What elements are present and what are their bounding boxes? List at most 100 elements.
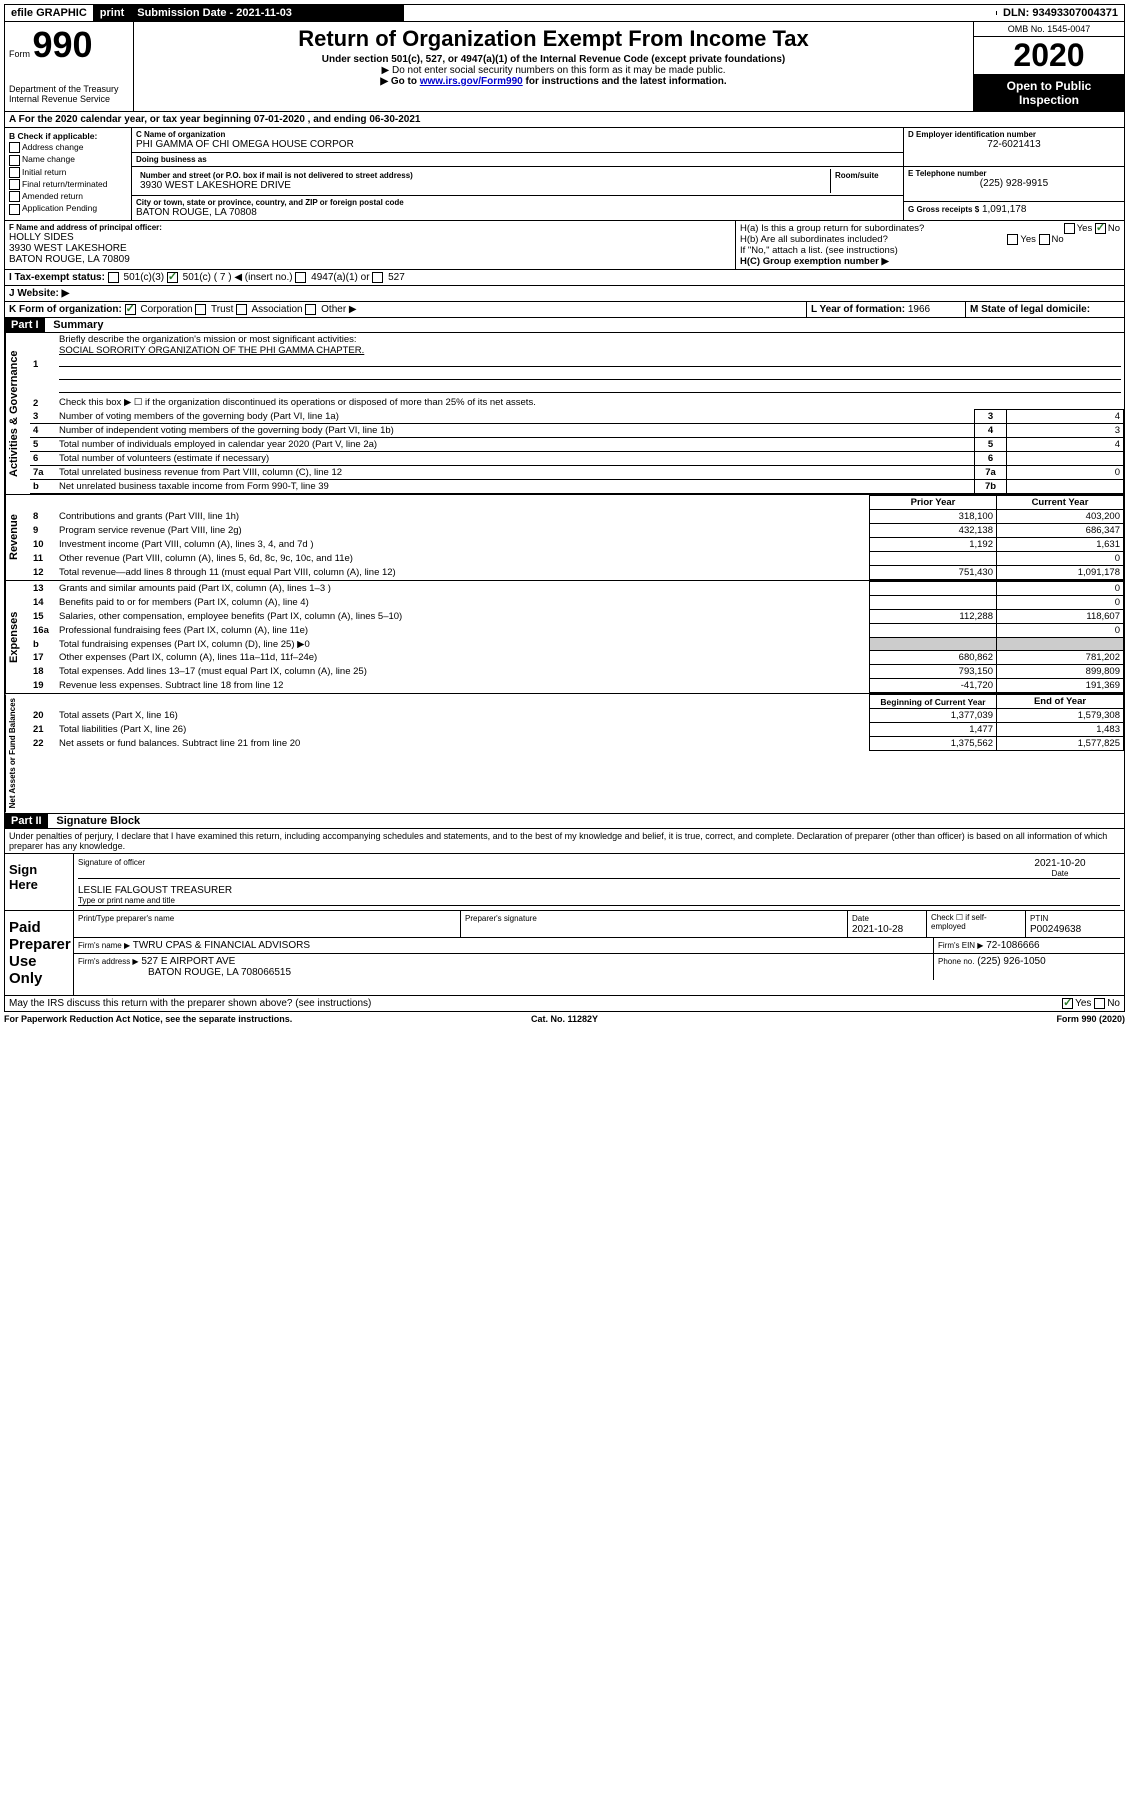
discuss-row: May the IRS discuss this return with the… bbox=[4, 996, 1125, 1012]
firm-name-label: Firm's name ▶ bbox=[78, 941, 130, 950]
exp-16a: 16aProfessional fundraising fees (Part I… bbox=[30, 624, 1124, 638]
klm-row: K Form of organization: Corporation Trus… bbox=[4, 302, 1125, 318]
header-left: Form 990 Department of the Treasury Inte… bbox=[5, 22, 134, 111]
irs-link[interactable]: www.irs.gov/Form990 bbox=[420, 76, 523, 87]
dba-cell: Doing business as bbox=[132, 153, 903, 167]
ij-row: I Tax-exempt status: 501(c)(3) 501(c) ( … bbox=[4, 270, 1125, 286]
l-val: 1966 bbox=[908, 304, 930, 315]
tax-year: 2020 bbox=[974, 37, 1124, 75]
header-mid: Return of Organization Exempt From Incom… bbox=[134, 22, 973, 111]
main-info: B Check if applicable: Address change Na… bbox=[4, 128, 1125, 221]
hb-no-chk[interactable] bbox=[1039, 234, 1050, 245]
k-assoc-chk[interactable] bbox=[236, 304, 247, 315]
net-20: 20Total assets (Part X, line 16)1,377,03… bbox=[30, 709, 1124, 723]
chk-amended[interactable]: Amended return bbox=[9, 191, 127, 202]
f-label: F Name and address of principal officer: bbox=[9, 223, 731, 232]
gov-table: 1 Briefly describe the organization's mi… bbox=[30, 333, 1124, 494]
k-trust-chk[interactable] bbox=[195, 304, 206, 315]
ha-row: H(a) Is this a group return for subordin… bbox=[740, 223, 1120, 234]
sign-right: Signature of officer 2021-10-20 Date LES… bbox=[74, 854, 1124, 910]
section-f: F Name and address of principal officer:… bbox=[5, 221, 736, 269]
type-name-label: Type or print name and title bbox=[78, 896, 1120, 905]
org-name: PHI GAMMA OF CHI OMEGA HOUSE CORPOR bbox=[136, 139, 899, 150]
exp-18: 18Total expenses. Add lines 13–17 (must … bbox=[30, 665, 1124, 679]
hb-yes-chk[interactable] bbox=[1007, 234, 1018, 245]
form-note2: ▶ Go to www.irs.gov/Form990 for instruct… bbox=[140, 76, 967, 87]
addr-cell: Number and street (or P.O. box if mail i… bbox=[132, 167, 903, 196]
i-501c-chk[interactable] bbox=[167, 272, 178, 283]
net-table: Beginning of Current Year End of Year 20… bbox=[30, 694, 1124, 751]
net-block: Net Assets or Fund Balances Beginning of… bbox=[4, 694, 1125, 813]
exp-15: 15Salaries, other compensation, employee… bbox=[30, 610, 1124, 624]
f-addr2: BATON ROUGE, LA 70809 bbox=[9, 254, 731, 265]
exp-16b: bTotal fundraising expenses (Part IX, co… bbox=[30, 638, 1124, 651]
gov-line-5: 5 Total number of individuals employed i… bbox=[30, 438, 1124, 452]
ein-label: D Employer identification number bbox=[908, 130, 1120, 139]
form-subtitle: Under section 501(c), 527, or 4947(a)(1)… bbox=[140, 54, 967, 65]
part1-header: Part I Summary bbox=[4, 318, 1125, 333]
form-note1: ▶ Do not enter social security numbers o… bbox=[140, 65, 967, 76]
footer-left: For Paperwork Reduction Act Notice, see … bbox=[4, 1014, 378, 1024]
self-emp[interactable]: Check ☐ if self-employed bbox=[927, 911, 1026, 937]
open-to-public: Open to Public Inspection bbox=[974, 75, 1124, 111]
dept1: Department of the Treasury bbox=[9, 84, 129, 94]
revenue-block: Revenue Prior Year Current Year 8Contrib… bbox=[4, 495, 1125, 581]
section-l: L Year of formation: 1966 bbox=[807, 302, 966, 317]
print-button[interactable]: print bbox=[94, 5, 131, 21]
prior-hdr: Prior Year bbox=[870, 496, 997, 510]
firm-addr1: 527 E AIRPORT AVE bbox=[141, 956, 235, 967]
rev-8: 8Contributions and grants (Part VIII, li… bbox=[30, 510, 1124, 524]
ein-val: 72-6021413 bbox=[908, 139, 1120, 150]
prep-date-label: Date bbox=[852, 914, 869, 923]
chk-address[interactable]: Address change bbox=[9, 142, 127, 153]
side-governance: Activities & Governance bbox=[5, 333, 30, 494]
prep-row3: Firm's address ▶ 527 E AIRPORT AVE BATON… bbox=[74, 954, 1124, 980]
prep-row1: Print/Type preparer's name Preparer's si… bbox=[74, 911, 1124, 938]
discuss-yes-chk[interactable] bbox=[1062, 998, 1073, 1009]
prep-name-label: Print/Type preparer's name bbox=[78, 914, 174, 923]
revenue-table: Prior Year Current Year 8Contributions a… bbox=[30, 495, 1124, 580]
firm-name: TWRU CPAS & FINANCIAL ADVISORS bbox=[133, 940, 310, 951]
org-name-label: C Name of organization bbox=[136, 130, 899, 139]
room-label: Room/suite bbox=[835, 171, 895, 180]
rev-9: 9Program service revenue (Part VIII, lin… bbox=[30, 524, 1124, 538]
footer-mid: Cat. No. 11282Y bbox=[378, 1014, 752, 1024]
addr-label: Number and street (or P.O. box if mail i… bbox=[140, 171, 826, 180]
submission-date: Submission Date - 2021-11-03 bbox=[131, 5, 404, 21]
city-cell: City or town, state or province, country… bbox=[132, 196, 903, 220]
chk-initial[interactable]: Initial return bbox=[9, 167, 127, 178]
rev-12: 12Total revenue—add lines 8 through 11 (… bbox=[30, 566, 1124, 580]
form-header: Form 990 Department of the Treasury Inte… bbox=[4, 22, 1125, 112]
discuss-no-chk[interactable] bbox=[1094, 998, 1105, 1009]
rev-10: 10Investment income (Part VIII, column (… bbox=[30, 538, 1124, 552]
hb-label: H(b) Are all subordinates included? bbox=[740, 234, 888, 245]
side-revenue: Revenue bbox=[5, 495, 30, 580]
ha-no-chk[interactable] bbox=[1095, 223, 1106, 234]
expenses-table: 13Grants and similar amounts paid (Part … bbox=[30, 581, 1124, 693]
i-4947-chk[interactable] bbox=[295, 272, 306, 283]
gov-line-6: 6 Total number of volunteers (estimate i… bbox=[30, 452, 1124, 466]
part1-badge: Part I bbox=[5, 318, 45, 332]
i-527-chk[interactable] bbox=[372, 272, 383, 283]
prep-row2: Firm's name ▶ TWRU CPAS & FINANCIAL ADVI… bbox=[74, 938, 1124, 954]
discuss-text: May the IRS discuss this return with the… bbox=[9, 998, 371, 1009]
chk-name[interactable]: Name change bbox=[9, 154, 127, 165]
gross-val: 1,091,178 bbox=[982, 204, 1027, 215]
form-number: 990 bbox=[33, 24, 93, 65]
note2-post: for instructions and the latest informat… bbox=[526, 76, 727, 87]
header-right: OMB No. 1545-0047 2020 Open to Public In… bbox=[973, 22, 1124, 111]
section-k: K Form of organization: Corporation Trus… bbox=[5, 302, 807, 317]
prep-sig-label: Preparer's signature bbox=[465, 914, 537, 923]
i-501c3-chk[interactable] bbox=[108, 272, 119, 283]
chk-final[interactable]: Final return/terminated bbox=[9, 179, 127, 190]
k-other-chk[interactable] bbox=[305, 304, 316, 315]
section-b: B Check if applicable: Address change Na… bbox=[5, 128, 132, 220]
paid-right: Print/Type preparer's name Preparer's si… bbox=[74, 911, 1124, 995]
ha-yes-chk[interactable] bbox=[1064, 223, 1075, 234]
chk-pending[interactable]: Application Pending bbox=[9, 203, 127, 214]
sig-date-label: Date bbox=[1000, 869, 1120, 878]
org-name-cell: C Name of organization PHI GAMMA OF CHI … bbox=[132, 128, 903, 153]
side-net: Net Assets or Fund Balances bbox=[5, 694, 30, 812]
k-corp-chk[interactable] bbox=[125, 304, 136, 315]
omb-no: OMB No. 1545-0047 bbox=[974, 22, 1124, 37]
